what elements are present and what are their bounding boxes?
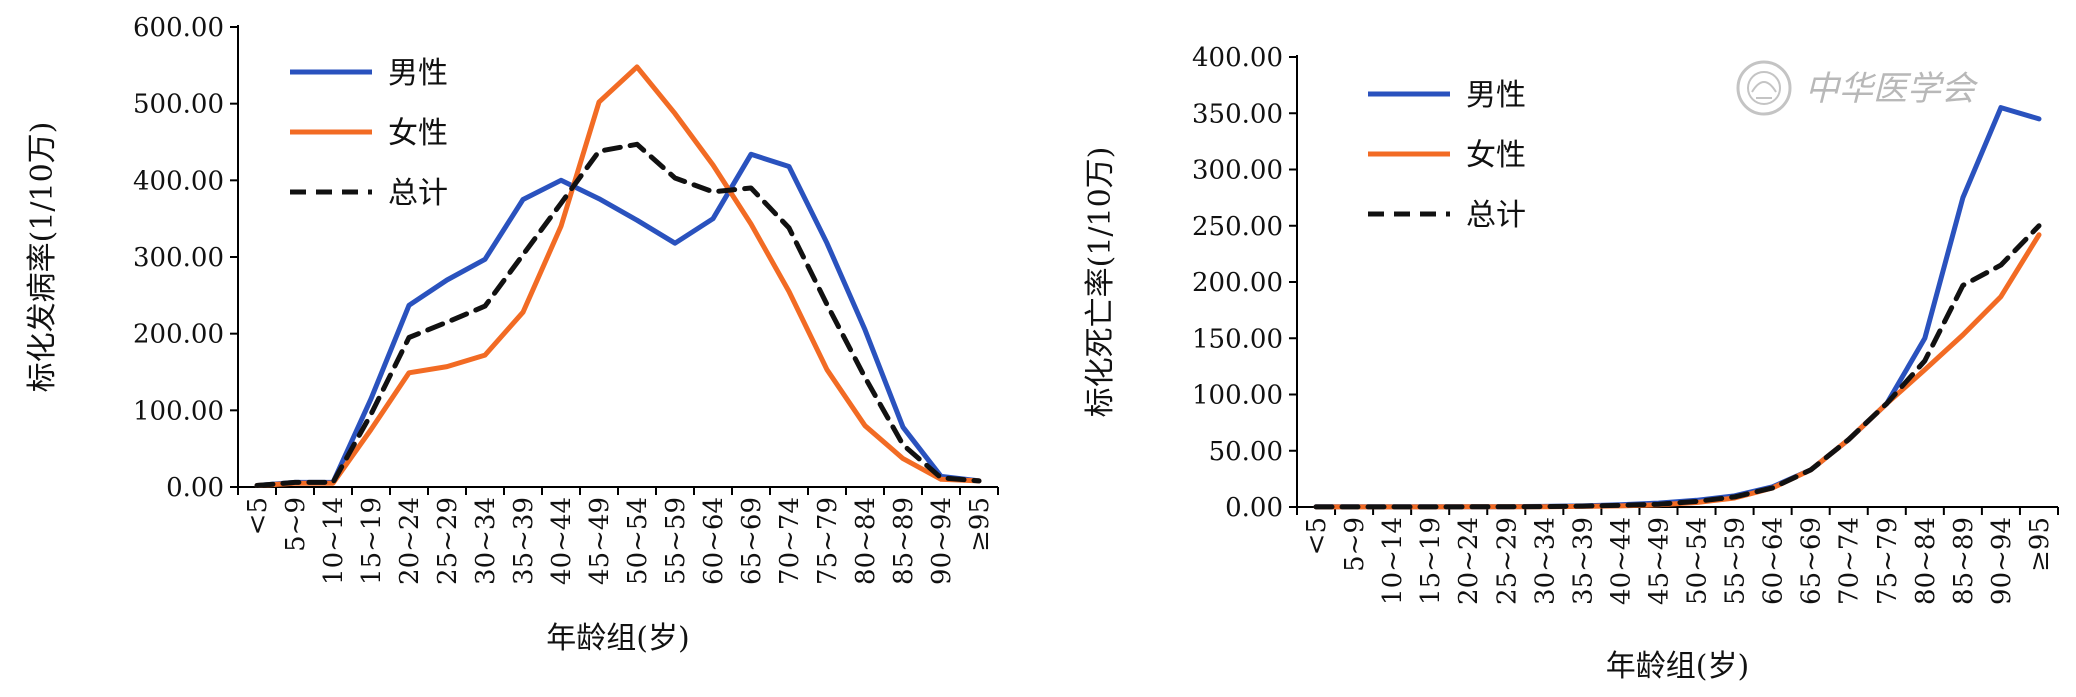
y-tick-label: 150.00	[1192, 324, 1283, 354]
y-tick-label: 100.00	[133, 396, 224, 426]
x-tick-label: 20~24	[1454, 517, 1484, 605]
series-line-2	[1313, 223, 2042, 510]
x-tick-label: 55~59	[661, 497, 691, 585]
y-tick-label: 400.00	[1192, 43, 1283, 73]
x-tick-label: 75~79	[1873, 517, 1903, 605]
legend-label: 女性	[1466, 138, 1526, 173]
x-tick-label: ≥95	[965, 497, 995, 552]
legend-label: 总计	[388, 176, 448, 211]
society-seal-icon	[1736, 60, 1792, 116]
x-tick-label: 85~89	[889, 497, 919, 585]
x-tick-label: 65~69	[737, 497, 767, 585]
y-tick-label: 0.00	[166, 473, 224, 503]
x-tick-label: 35~39	[509, 497, 539, 585]
x-tick-label: 35~39	[1568, 517, 1598, 605]
series-line-2	[254, 141, 982, 488]
mortality-chart: 0.00 50.00 100.00 150.00 200.00 250.00 300.00 3…	[1083, 43, 2059, 684]
y-tick-label: 500.00	[133, 90, 224, 120]
x-tick-label: 40~44	[547, 497, 577, 585]
x-tick-label: 40~44	[1606, 517, 1636, 605]
y-tick-label: 300.00	[1192, 156, 1283, 186]
x-tick-label: 90~94	[927, 497, 957, 585]
x-tick-label: 55~59	[1721, 517, 1751, 605]
x-tick-label: 10~14	[1378, 517, 1408, 605]
x-tick-label: 10~14	[319, 497, 349, 585]
y-axis-title: 标化死亡率(1/10万)	[1083, 147, 1118, 418]
watermark-text: 中华医学会	[1805, 69, 1979, 109]
x-axis-title: 年龄组(岁)	[1606, 649, 1749, 684]
watermark: 中华医学会	[1736, 60, 1979, 116]
x-tick-label: 70~74	[1835, 517, 1865, 605]
y-tick-label: 350.00	[1192, 99, 1283, 129]
x-tick-label: ≥95	[2025, 517, 2055, 572]
x-tick-label: 65~69	[1797, 517, 1827, 605]
y-tick-label: 0.00	[1225, 493, 1283, 523]
x-tick-label: 5~9	[1340, 517, 1370, 572]
y-tick-label: 600.00	[133, 13, 224, 43]
x-tick-label: 60~64	[699, 497, 729, 585]
y-tick-label: 50.00	[1209, 437, 1283, 467]
incidence-chart: 0.00 100.00 200.00 300.00 400.00 500.00 600.00…	[25, 13, 999, 656]
y-tick-label: 400.00	[133, 166, 224, 196]
legend-label: 男性	[388, 56, 448, 91]
legend-label: 女性	[388, 116, 448, 151]
y-tick-label: 300.00	[133, 243, 224, 273]
y-tick-label: 250.00	[1192, 212, 1283, 242]
x-tick-label: 85~89	[1949, 517, 1979, 605]
x-tick-label: 70~74	[775, 497, 805, 585]
x-tick-label: 50~54	[623, 497, 653, 585]
legend-label: 男性	[1466, 78, 1526, 113]
y-tick-label: 200.00	[133, 320, 224, 350]
series-line-0	[1313, 105, 2042, 510]
x-axis-title: 年龄组(岁)	[546, 621, 689, 656]
x-tick-label: <5	[1302, 517, 1332, 555]
x-tick-label: 60~64	[1759, 517, 1789, 605]
x-tick-label: 15~19	[357, 497, 387, 585]
x-tick-label: 25~29	[433, 497, 463, 585]
series-line-1	[254, 64, 982, 488]
x-tick-label: 90~94	[1987, 517, 2017, 605]
y-tick-label: 200.00	[1192, 268, 1283, 298]
x-tick-label: 25~29	[1492, 517, 1522, 605]
x-tick-label: 5~9	[281, 497, 311, 552]
x-tick-label: 80~84	[1911, 517, 1941, 605]
x-tick-label: 80~84	[851, 497, 881, 585]
x-tick-label: 30~34	[471, 497, 501, 585]
x-tick-label: 50~54	[1683, 517, 1713, 605]
x-tick-label: <5	[243, 497, 273, 535]
series-line-1	[1313, 232, 2042, 510]
series-line-0	[254, 151, 982, 488]
x-tick-label: 45~49	[585, 497, 615, 585]
y-tick-label: 100.00	[1192, 381, 1283, 411]
legend-label: 总计	[1466, 198, 1526, 233]
x-tick-label: 45~49	[1644, 517, 1674, 605]
x-tick-label: 20~24	[395, 497, 425, 585]
y-axis-title: 标化发病率(1/10万)	[25, 122, 60, 393]
x-tick-label: 75~79	[813, 497, 843, 585]
x-tick-label: 15~19	[1416, 517, 1446, 605]
x-tick-label: 30~34	[1530, 517, 1560, 605]
